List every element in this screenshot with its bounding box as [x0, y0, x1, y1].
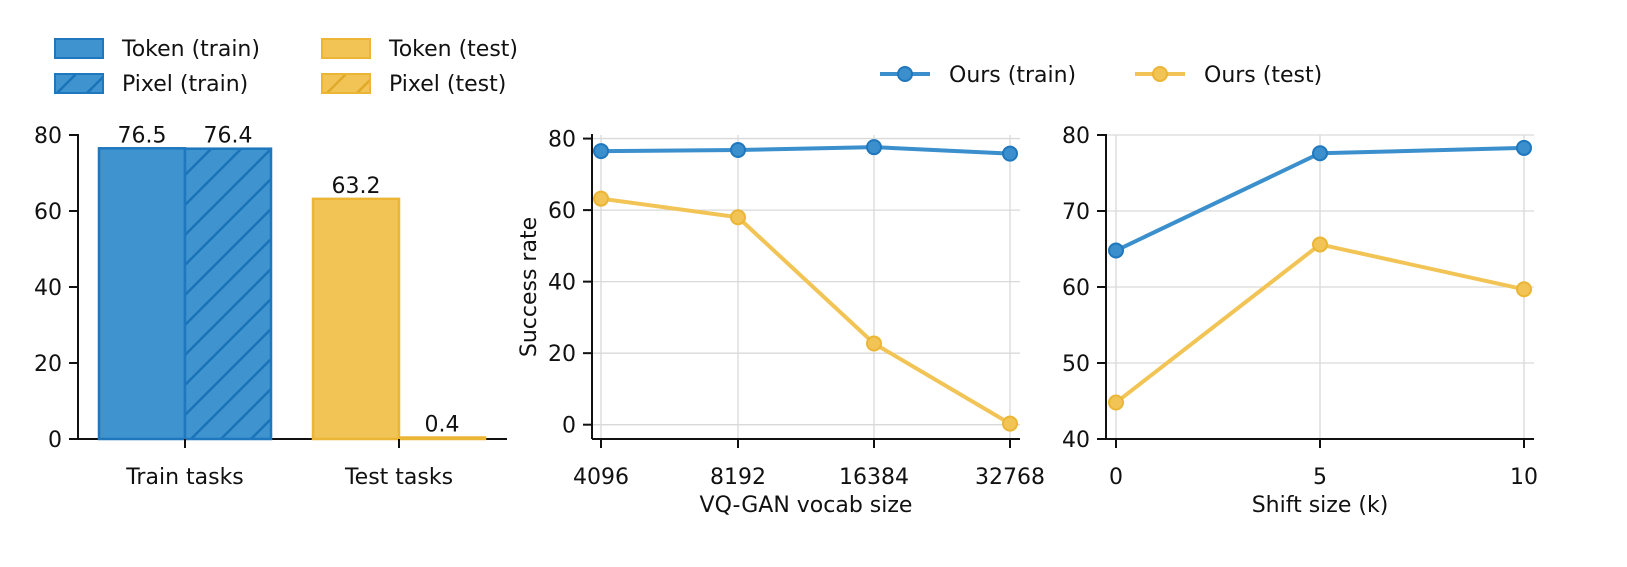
legend-swatch-token-train [54, 38, 104, 59]
legend-marker-ours-test [1152, 66, 1168, 82]
legend-label-token-train: Token (train) [121, 37, 260, 62]
data-point-train [1002, 145, 1018, 162]
x-tick-label: 10 [1510, 465, 1538, 490]
series-line-train [600, 145, 1011, 156]
legend-swatch-token-test [321, 38, 371, 59]
legend-label-ours-test: Ours (test) [1204, 63, 1322, 88]
legend-label-pixel-train: Pixel (train) [122, 72, 248, 97]
y-tick-label: 40 [548, 271, 576, 296]
data-point-train [1108, 242, 1124, 259]
legend-marker-ours-train [897, 66, 913, 82]
bar-pixel-test [397, 436, 487, 441]
y-tick-label: 80 [548, 128, 576, 153]
legend-item-ours-train: Ours (train) [880, 63, 1076, 88]
y-tick-label: 80 [34, 124, 62, 149]
x-tick-label: Train tasks [125, 465, 244, 490]
bar-value-label: 76.5 [118, 123, 167, 148]
data-point-test [1312, 236, 1328, 253]
legend-item-token-test: Token (test) [321, 37, 518, 62]
bar-pixel-train [183, 147, 273, 441]
y-tick-label: 60 [1062, 276, 1090, 301]
y-tick-label: 0 [48, 428, 62, 453]
y-axis-label: Success rate [517, 217, 542, 357]
legend-label-token-test: Token (test) [388, 37, 518, 62]
bar-value-label: 63.2 [332, 174, 381, 199]
x-axis-label: Shift size (k) [1252, 493, 1389, 518]
data-point-train [1516, 139, 1532, 156]
y-tick-label: 0 [562, 414, 576, 439]
x-tick-label: 5 [1313, 465, 1327, 490]
y-tick-label: 60 [34, 200, 62, 225]
legend-item-ours-test: Ours (test) [1135, 63, 1322, 88]
x-tick-label: 4096 [573, 465, 629, 490]
y-tick-label: 70 [1062, 200, 1090, 225]
legend-label-pixel-test: Pixel (test) [389, 72, 506, 97]
data-point-test [1516, 281, 1532, 298]
x-axis-label: VQ-GAN vocab size [700, 493, 913, 518]
bar-token-train [97, 147, 187, 441]
legend-label-ours-train: Ours (train) [949, 63, 1076, 88]
legend-lines: Ours (train) Ours (test) [880, 63, 1322, 88]
x-tick-label: 8192 [710, 465, 766, 490]
y-tick-label: 20 [34, 352, 62, 377]
data-point-test [593, 190, 609, 207]
x-tick-label: 16384 [839, 465, 909, 490]
y-tick-label: 40 [1062, 428, 1090, 453]
x-tick-label: 0 [1109, 465, 1123, 490]
data-point-train [1312, 145, 1328, 162]
data-point-test [1108, 394, 1124, 411]
bar-chart-panel: 0 20 40 60 80 76.5 76.4 63.2 0.4 Train tasks Test … [34, 123, 507, 490]
y-tick-label: 40 [34, 276, 62, 301]
legend-item-pixel-test: Pixel (test) [321, 72, 506, 97]
legend-swatch-pixel-test [321, 73, 371, 94]
data-point-train [593, 143, 609, 160]
y-tick-label: 20 [548, 342, 576, 367]
bar-token-test [311, 197, 401, 441]
legend-item-pixel-train: Pixel (train) [54, 72, 248, 97]
vocab-size-line-chart: 0 20 40 60 80 4096 8192 16384 32768 VQ-GAN vocab … [517, 128, 1045, 518]
y-tick-label: 80 [1062, 124, 1090, 149]
data-point-test [866, 335, 882, 352]
y-tick-label: 50 [1062, 352, 1090, 377]
legend-item-token-train: Token (train) [54, 37, 260, 62]
data-point-test [1002, 415, 1018, 432]
legend-bars: Token (train) Pixel (train) Token (test)… [54, 37, 518, 97]
data-point-train [730, 142, 746, 159]
bar-value-label: 0.4 [425, 412, 460, 437]
y-tick-label: 60 [548, 199, 576, 224]
legend-swatch-pixel-train [54, 73, 104, 94]
x-tick-label: 32768 [975, 465, 1045, 490]
data-point-test [730, 209, 746, 226]
data-point-train [866, 139, 882, 156]
series-line-test [600, 196, 1012, 426]
x-tick-label: Test tasks [344, 465, 453, 490]
bar-value-label: 76.4 [204, 124, 253, 149]
shift-size-line-chart: 40 50 60 70 80 0 5 10 Shift size (k) [1062, 124, 1538, 518]
